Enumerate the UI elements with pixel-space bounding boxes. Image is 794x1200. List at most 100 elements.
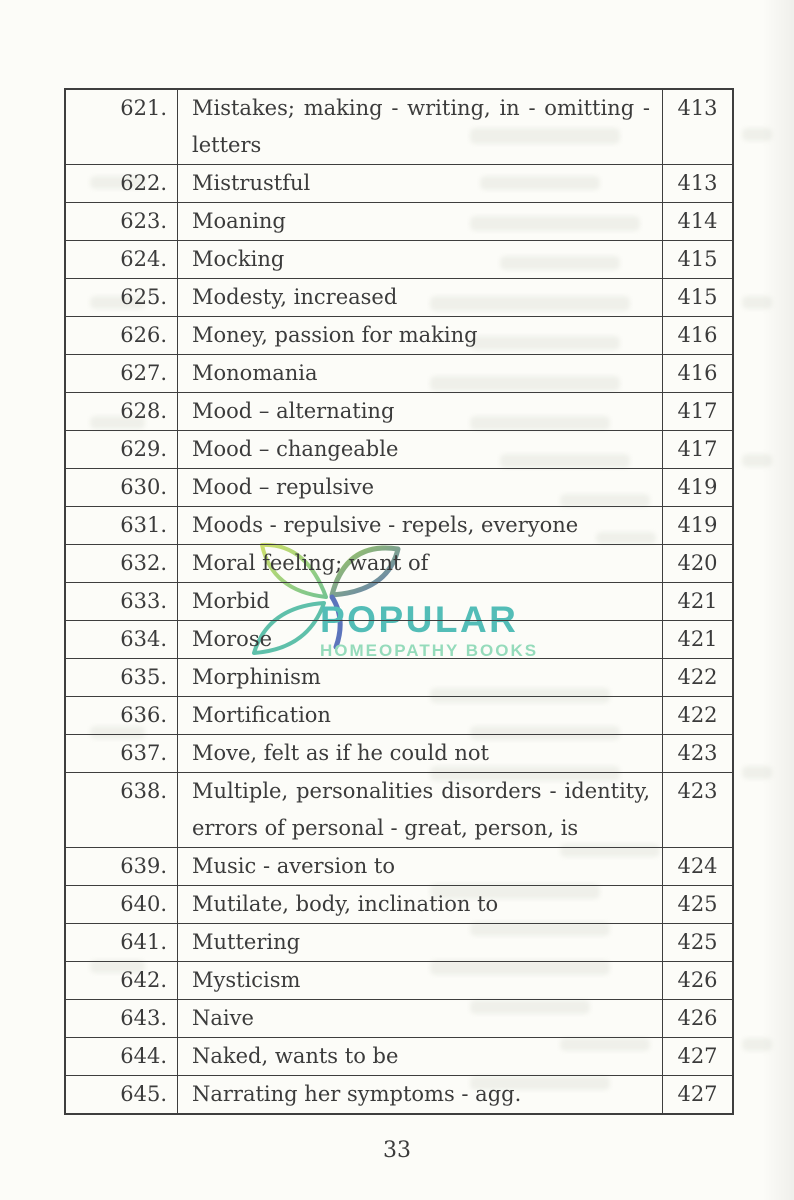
entry-topic: Mistrustful — [192, 171, 311, 195]
entry-page: 425 — [662, 886, 732, 923]
entry-page: 421 — [662, 621, 732, 658]
entry-page: 414 — [662, 203, 732, 240]
entry-number: 623. — [66, 203, 178, 240]
ink-bleed-smudge — [470, 1076, 610, 1090]
entry-topic: Morphinism — [192, 665, 321, 689]
entry-topic: Move, felt as if he could not — [192, 741, 489, 765]
ink-bleed-smudge — [596, 532, 656, 544]
table-row: 634. Morose 421 — [66, 620, 732, 658]
entry-topic: Muttering — [192, 930, 301, 954]
ink-bleed-smudge — [742, 1038, 772, 1051]
entry-number: 629. — [66, 431, 178, 468]
ink-bleed-smudge — [430, 766, 620, 781]
table-row: 640. Mutilate, body, inclination to 425 — [66, 885, 732, 923]
entry-page: 413 — [662, 90, 732, 164]
table-row: 624. Mocking 415 — [66, 240, 732, 278]
entry-page: 422 — [662, 659, 732, 696]
entry-number: 622. — [66, 165, 178, 202]
table-row: 636. Mortification 422 — [66, 696, 732, 734]
ink-bleed-smudge — [90, 296, 145, 309]
table-row: 632. Moral feeling; want of 420 — [66, 544, 732, 582]
entry-page: 427 — [662, 1076, 732, 1113]
table-row: 625. Modesty, increased 415 — [66, 278, 732, 316]
entry-page: 425 — [662, 924, 732, 961]
entry-page: 417 — [662, 393, 732, 430]
ink-bleed-smudge — [90, 726, 145, 739]
ink-bleed-smudge — [90, 176, 145, 189]
ink-bleed-smudge — [742, 128, 772, 141]
ink-bleed-smudge — [742, 454, 772, 467]
watermark-text: POPULAR HOMEOPATHY BOOKS — [320, 601, 560, 659]
entry-number: 626. — [66, 317, 178, 354]
entry-number: 634. — [66, 621, 178, 658]
ink-bleed-smudge — [430, 884, 600, 899]
ink-bleed-smudge — [430, 296, 630, 311]
ink-bleed-smudge — [430, 960, 610, 975]
ink-bleed-smudge — [742, 766, 772, 779]
table-row: 635. Morphinism 422 — [66, 658, 732, 696]
entry-topic: Mood – repulsive — [192, 475, 375, 499]
entry-topic: Mysticism — [192, 968, 301, 992]
entry-number: 642. — [66, 962, 178, 999]
entry-number: 644. — [66, 1038, 178, 1075]
entry-number: 628. — [66, 393, 178, 430]
ink-bleed-smudge — [480, 176, 600, 190]
entry-number: 635. — [66, 659, 178, 696]
entry-topic: Moral feeling; want of — [192, 551, 429, 575]
ink-bleed-smudge — [560, 1038, 650, 1051]
entry-number: 624. — [66, 241, 178, 278]
entry-topic: Naked, wants to be — [192, 1044, 399, 1068]
entry-page: 422 — [662, 697, 732, 734]
entry-topic: Mutilate, body, inclination to — [192, 892, 499, 916]
entry-topic: Mistakes; making - writing, in - omittin… — [192, 96, 650, 157]
ink-bleed-smudge — [90, 960, 145, 973]
entry-page: 426 — [662, 1000, 732, 1037]
entry-topic: Narrating her symptoms - agg. — [192, 1082, 522, 1106]
entry-number: 627. — [66, 355, 178, 392]
entry-number: 630. — [66, 469, 178, 506]
ink-bleed-smudge — [430, 688, 610, 703]
entry-page: 427 — [662, 1038, 732, 1075]
entry-page: 423 — [662, 735, 732, 772]
entry-topic: Mood – alternating — [192, 399, 395, 423]
entry-topic: Mood – changeable — [192, 437, 399, 461]
watermark-subtitle: HOMEOPATHY BOOKS — [320, 641, 539, 660]
entry-number: 638. — [66, 773, 178, 847]
entry-topic: Money, passion for making — [192, 323, 478, 347]
table-row: 641. Muttering 425 — [66, 923, 732, 961]
entry-page: 424 — [662, 848, 732, 885]
entry-page: 417 — [662, 431, 732, 468]
entry-topic: Modesty, increased — [192, 285, 398, 309]
table-row: 637. Move, felt as if he could not 423 — [66, 734, 732, 772]
entry-topic: Monomania — [192, 361, 318, 385]
entry-topic: Music - aversion to — [192, 854, 395, 878]
ink-bleed-smudge — [90, 416, 145, 429]
entry-page: 421 — [662, 583, 732, 620]
table-row: 622. Mistrustful 413 — [66, 164, 732, 202]
table-row: 621. Mistakes; making - writing, in - omi… — [66, 90, 732, 164]
table-row: 628. Mood – alternating 417 — [66, 392, 732, 430]
entry-page: 419 — [662, 469, 732, 506]
ink-bleed-smudge — [500, 454, 630, 468]
entry-topic: Morbid — [192, 589, 270, 613]
ink-bleed-smudge — [470, 128, 620, 144]
entry-topic: Multiple, personalities disorders - iden… — [192, 779, 650, 840]
entry-page: 423 — [662, 773, 732, 847]
entry-number: 639. — [66, 848, 178, 885]
entry-number: 645. — [66, 1076, 178, 1113]
entry-page: 426 — [662, 962, 732, 999]
table-row: 623. Moaning 414 — [66, 202, 732, 240]
entry-page: 420 — [662, 545, 732, 582]
ink-bleed-smudge — [560, 494, 650, 507]
ink-bleed-smudge — [470, 1000, 590, 1014]
entry-topic: Mocking — [192, 247, 285, 271]
ink-bleed-smudge — [470, 726, 620, 740]
entry-page: 419 — [662, 507, 732, 544]
ink-bleed-smudge — [470, 922, 610, 936]
table-row: 630. Mood – repulsive 419 — [66, 468, 732, 506]
entry-page: 413 — [662, 165, 732, 202]
ink-bleed-smudge — [470, 336, 620, 350]
entry-topic: Moods - repulsive - repels, everyone — [192, 513, 579, 537]
page-number: 33 — [383, 1138, 411, 1163]
